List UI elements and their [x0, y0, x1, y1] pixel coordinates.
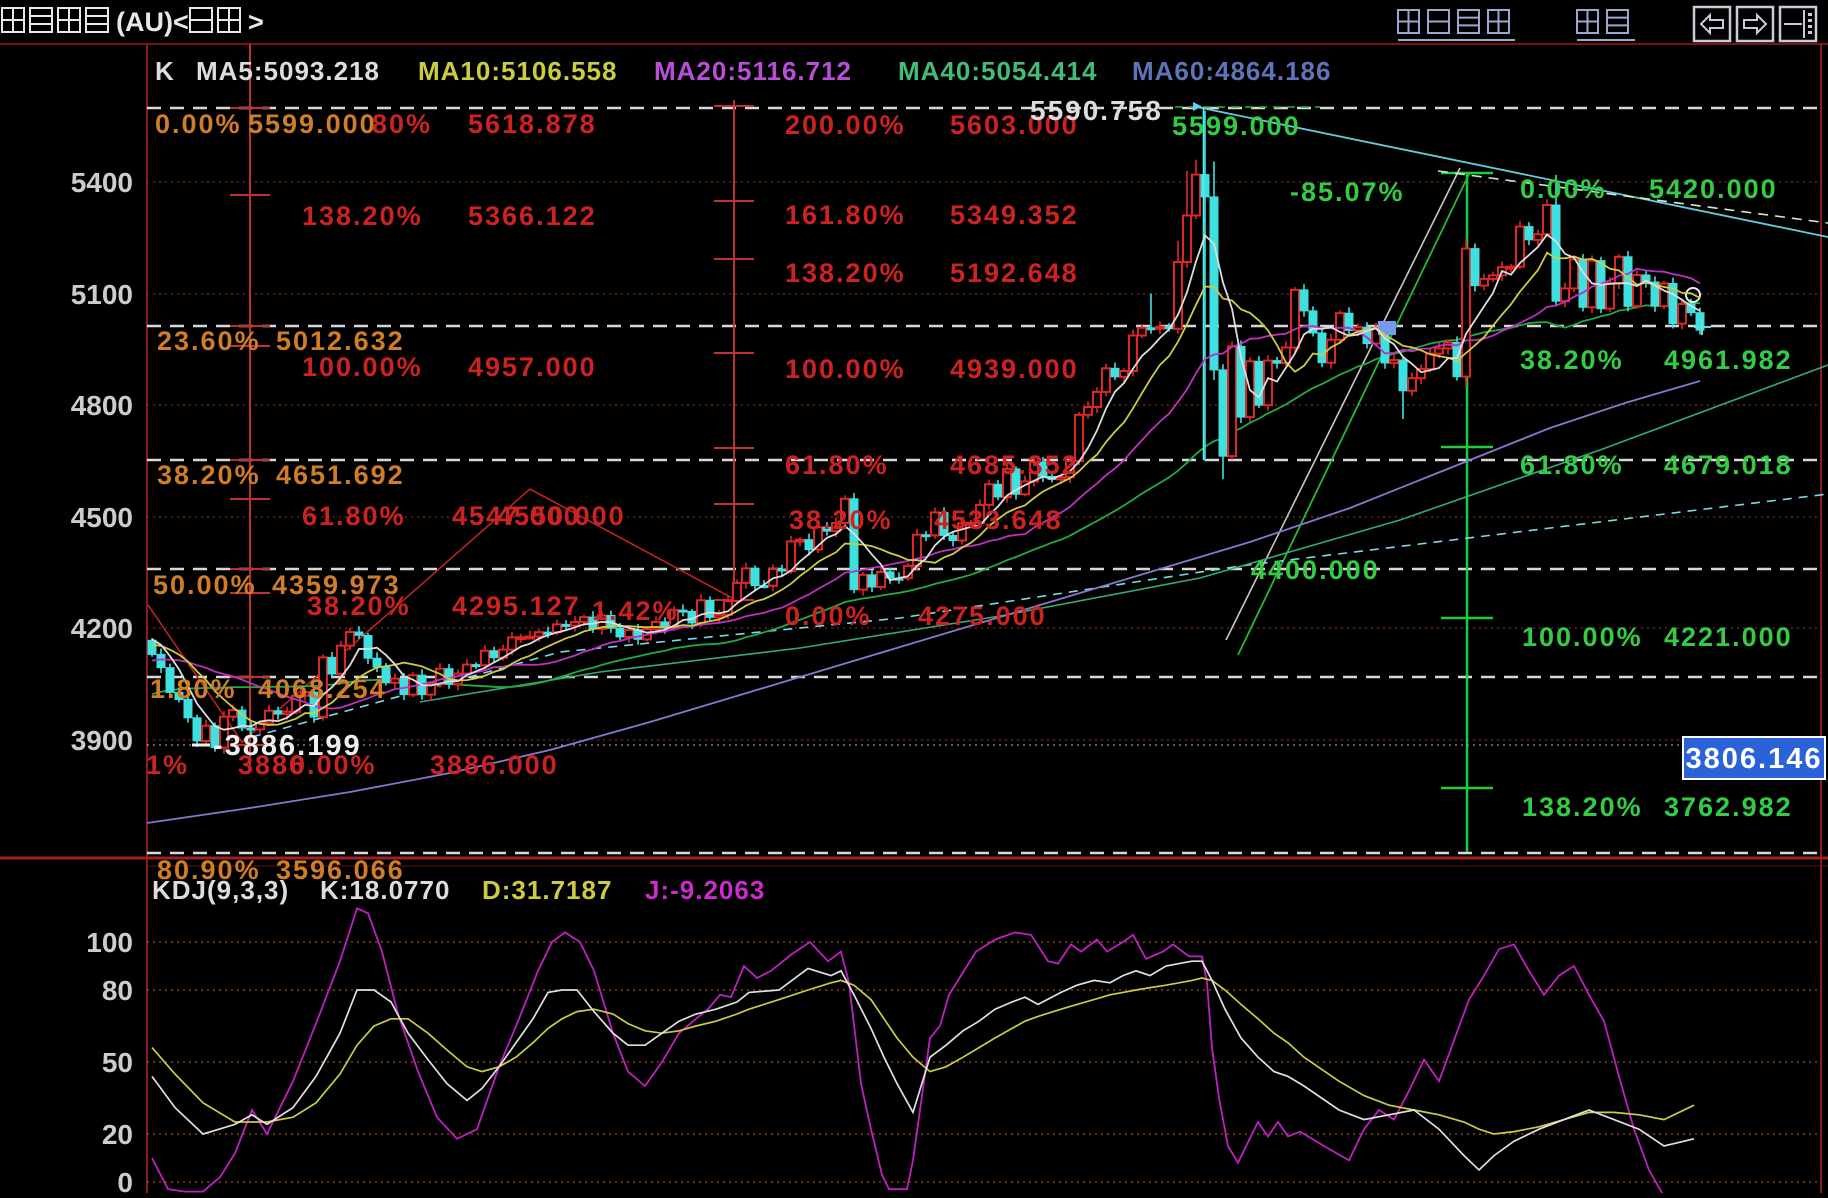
- svg-text:3806.146: 3806.146: [1686, 743, 1823, 775]
- svg-text:4200: 4200: [71, 613, 133, 644]
- svg-text:5192.648: 5192.648: [950, 258, 1079, 288]
- svg-text:3886.000: 3886.000: [430, 750, 559, 780]
- svg-text:5100: 5100: [71, 279, 133, 310]
- svg-text:3886: 3886: [238, 750, 306, 780]
- svg-text:23.60%: 23.60%: [157, 326, 261, 356]
- svg-text:5349.352: 5349.352: [950, 200, 1079, 230]
- svg-text:1%: 1%: [146, 750, 189, 780]
- svg-text:80.90%: 80.90%: [157, 855, 261, 885]
- svg-text:100: 100: [86, 927, 133, 958]
- svg-text:5599.000: 5599.000: [1172, 111, 1301, 141]
- svg-text:38.20%: 38.20%: [789, 505, 893, 535]
- svg-text:50.00%: 50.00%: [153, 570, 257, 600]
- svg-text:138.20%: 138.20%: [302, 201, 423, 231]
- svg-text:138.20%: 138.20%: [1522, 792, 1643, 822]
- svg-text:4533.648: 4533.648: [934, 505, 1063, 535]
- svg-text:100.00%: 100.00%: [302, 352, 423, 382]
- svg-text:KDJ(9,3,3): KDJ(9,3,3): [152, 875, 289, 905]
- svg-text:4961.982: 4961.982: [1664, 345, 1793, 375]
- svg-text:4800: 4800: [71, 390, 133, 421]
- svg-text:K:18.0770: K:18.0770: [320, 875, 450, 905]
- svg-text:4400.000: 4400.000: [1251, 555, 1380, 585]
- svg-text:200.00%: 200.00%: [785, 110, 906, 140]
- svg-text:61.80%: 61.80%: [785, 450, 889, 480]
- svg-text:5366.122: 5366.122: [468, 201, 597, 231]
- svg-text:K: K: [155, 56, 174, 86]
- svg-text:100.00%: 100.00%: [785, 354, 906, 384]
- svg-text:20: 20: [102, 1119, 133, 1150]
- svg-text:0.00%: 0.00%: [290, 750, 377, 780]
- svg-text:4275.000: 4275.000: [918, 601, 1047, 631]
- svg-text:5603.000: 5603.000: [950, 110, 1079, 140]
- svg-text:3762.982: 3762.982: [1664, 792, 1793, 822]
- svg-text:5420.000: 5420.000: [1649, 174, 1778, 204]
- svg-text:80: 80: [102, 975, 133, 1006]
- svg-text:4547.000: 4547.000: [452, 501, 581, 531]
- svg-text:4550.000: 4550.000: [497, 501, 626, 531]
- svg-text:100.00%: 100.00%: [1522, 622, 1643, 652]
- svg-text:0.00%: 0.00%: [1520, 174, 1607, 204]
- svg-text:4679.018: 4679.018: [1664, 450, 1793, 480]
- svg-text:4651.692: 4651.692: [276, 460, 405, 490]
- svg-text:0.00%: 0.00%: [785, 601, 872, 631]
- svg-text:4939.000: 4939.000: [950, 354, 1079, 384]
- svg-text:38.20%: 38.20%: [307, 591, 411, 621]
- svg-text:0.00%: 0.00%: [155, 109, 242, 139]
- svg-text:4068.254: 4068.254: [258, 674, 387, 704]
- svg-text:J:-9.2063: J:-9.2063: [645, 875, 765, 905]
- svg-text:1.80%: 1.80%: [150, 674, 237, 704]
- svg-text:5590.758: 5590.758: [1030, 95, 1163, 126]
- svg-text:MA60:4864.186: MA60:4864.186: [1132, 56, 1331, 86]
- svg-text:5400: 5400: [71, 167, 133, 198]
- svg-text:-3886.199: -3886.199: [213, 730, 362, 762]
- svg-text:-85.07%: -85.07%: [1290, 177, 1405, 207]
- svg-text:80%: 80%: [372, 109, 432, 139]
- svg-text:5012.632: 5012.632: [276, 326, 405, 356]
- svg-text:MA10:5106.558: MA10:5106.558: [418, 56, 617, 86]
- svg-text:D:31.7187: D:31.7187: [482, 875, 612, 905]
- svg-text:4359.973: 4359.973: [272, 570, 401, 600]
- svg-text:4295.127: 4295.127: [452, 591, 581, 621]
- svg-text:5618.878: 5618.878: [468, 109, 597, 139]
- svg-text:4500: 4500: [71, 502, 133, 533]
- svg-text:50: 50: [102, 1047, 133, 1078]
- svg-text:(AU)<: (AU)<: [116, 7, 189, 37]
- svg-text:3596.066: 3596.066: [276, 855, 405, 885]
- svg-text:4957.000: 4957.000: [468, 352, 597, 382]
- svg-text:61.80%: 61.80%: [302, 501, 406, 531]
- svg-text:138.20%: 138.20%: [785, 258, 906, 288]
- svg-text:1.42%: 1.42%: [592, 596, 679, 626]
- svg-text:5599.000: 5599.000: [248, 109, 377, 139]
- svg-text:61.80%: 61.80%: [1520, 450, 1624, 480]
- svg-text:38.20%: 38.20%: [1520, 345, 1624, 375]
- svg-text:>: >: [248, 7, 264, 37]
- svg-text:38.20%: 38.20%: [157, 460, 261, 490]
- svg-text:0: 0: [117, 1167, 133, 1193]
- svg-text:MA40:5054.414: MA40:5054.414: [898, 56, 1097, 86]
- svg-text:3900: 3900: [71, 725, 133, 756]
- svg-text:MA5:5093.218: MA5:5093.218: [196, 56, 380, 86]
- svg-text:MA20:5116.712: MA20:5116.712: [654, 56, 852, 86]
- svg-text:161.80%: 161.80%: [785, 200, 906, 230]
- svg-text:4221.000: 4221.000: [1664, 622, 1793, 652]
- svg-text:4685.352: 4685.352: [950, 450, 1079, 480]
